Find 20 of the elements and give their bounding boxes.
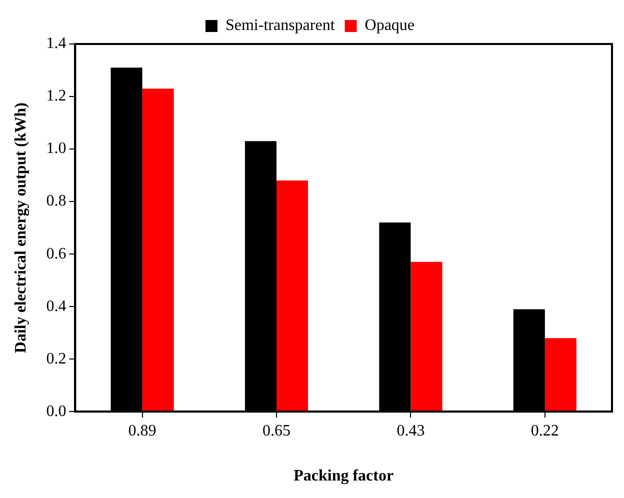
bar [544,338,576,412]
y-tick-label: 0.6 [46,245,66,262]
y-tick-label: 1.0 [46,140,66,158]
y-tick-label: 1.4 [46,35,66,52]
bar [276,180,308,412]
legend-label: Opaque [364,17,415,34]
x-tick-label: 0.65 [262,422,290,440]
bar [142,88,174,412]
x-axis-title: Packing factor [294,468,394,485]
y-tick-label: 0.4 [46,298,66,315]
x-tick-label: 0.89 [128,422,156,440]
x-tick-label: 0.43 [396,422,425,440]
y-tick-label: 0.2 [46,350,66,368]
legend-label: Semi-transparent [225,17,336,34]
y-tick-label: 0.0 [46,402,66,420]
y-tick-label: 1.2 [46,88,66,105]
y-tick-label: 0.8 [46,192,66,210]
y-axis-title: Daily electrical energy output (kWh) [12,102,30,354]
x-tick-label: 0.22 [530,422,559,440]
bar [410,262,442,412]
